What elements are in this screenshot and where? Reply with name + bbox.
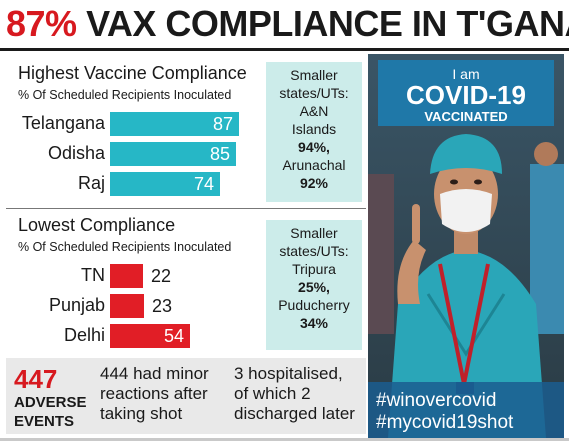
adverse-label-line: EVENTS: [14, 413, 75, 430]
bottom-rule: [0, 438, 569, 441]
adverse-count: 447: [14, 364, 58, 394]
side-line: 94%,: [298, 139, 330, 155]
vaccinated-nurse-photo: I am COVID-19 VACCINATED #winovercovid #…: [368, 54, 564, 438]
adverse-text-line: 3 hospitalised,: [234, 364, 343, 383]
side-line: Smaller: [290, 225, 338, 241]
bar-value: 87: [212, 114, 233, 134]
side-line: 34%: [299, 315, 329, 331]
highest-title: Highest Vaccine Compliance: [18, 63, 247, 83]
bar-label: TN: [81, 265, 105, 285]
side-line: Arunachal: [282, 157, 346, 173]
adverse-label: ADVERSE EVENTS: [14, 393, 87, 431]
bar: [110, 264, 143, 288]
section-divider: [6, 208, 366, 209]
bar-label: Odisha: [47, 143, 105, 163]
bar: [110, 172, 220, 196]
adverse-text-line: 444 had minor: [100, 364, 209, 383]
side-line: A&N: [299, 103, 329, 119]
bar-value: 54: [163, 326, 184, 346]
adverse-minor-text: 444 had minor reactions after taking sho…: [100, 364, 209, 424]
highest-side-box: Smaller states/UTs: A&N Islands 94%, Aru…: [266, 62, 362, 202]
photo-illustration: [368, 54, 564, 438]
bar-label: Punjab: [48, 295, 105, 315]
adverse-label-line: ADVERSE: [14, 394, 87, 411]
bar-label: Delhi: [63, 325, 105, 345]
lowest-subtitle: % Of Scheduled Recipients Inoculated: [18, 240, 232, 254]
headline: 87% VAX COMPLIANCE IN T'GANA: [6, 2, 569, 46]
adverse-events-box: [6, 358, 366, 434]
bar-value: 74: [193, 174, 214, 194]
lowest-title: Lowest Compliance: [18, 215, 176, 235]
bar: [110, 142, 236, 166]
side-line: 25%,: [298, 279, 330, 295]
side-line: Islands: [291, 121, 337, 137]
adverse-text-line: of which 2: [234, 384, 311, 403]
banner-vaccinated: VACCINATED: [424, 109, 508, 124]
side-line: Smaller: [290, 67, 338, 83]
side-line: 92%: [299, 175, 329, 191]
side-line: states/UTs:: [279, 243, 349, 259]
side-line: Tripura: [292, 261, 336, 277]
bar-label: Telangana: [21, 113, 105, 133]
bar-value: 85: [209, 144, 230, 164]
adverse-hospital-text: 3 hospitalised, of which 2 discharged la…: [234, 364, 355, 424]
bar-label: Raj: [77, 173, 105, 193]
banner-covid: COVID-19: [406, 80, 526, 110]
side-line: Puducherry: [278, 297, 350, 313]
top-rule: [0, 48, 569, 51]
headline-text: VAX COMPLIANCE IN T'GANA: [86, 3, 569, 44]
lowest-side-box: Smaller states/UTs: Tripura 25%, Puduche…: [266, 220, 362, 350]
hashtag-winovercovid: #winovercovid: [376, 390, 497, 411]
bar: [110, 294, 144, 318]
adverse-text-line: taking shot: [100, 404, 183, 423]
highest-subtitle: % Of Scheduled Recipients Inoculated: [18, 88, 232, 102]
bar-value: 22: [151, 266, 172, 286]
adverse-text-line: reactions after: [100, 384, 208, 403]
adverse-text-line: discharged later: [234, 404, 355, 423]
bar: [110, 112, 239, 136]
headline-percent: 87%: [6, 3, 77, 44]
hashtag-mycovid19shot: #mycovid19shot: [376, 412, 514, 433]
banner-i-am: I am: [452, 66, 480, 82]
bar: [110, 324, 190, 348]
side-line: states/UTs:: [279, 85, 349, 101]
bar-value: 23: [152, 296, 173, 316]
